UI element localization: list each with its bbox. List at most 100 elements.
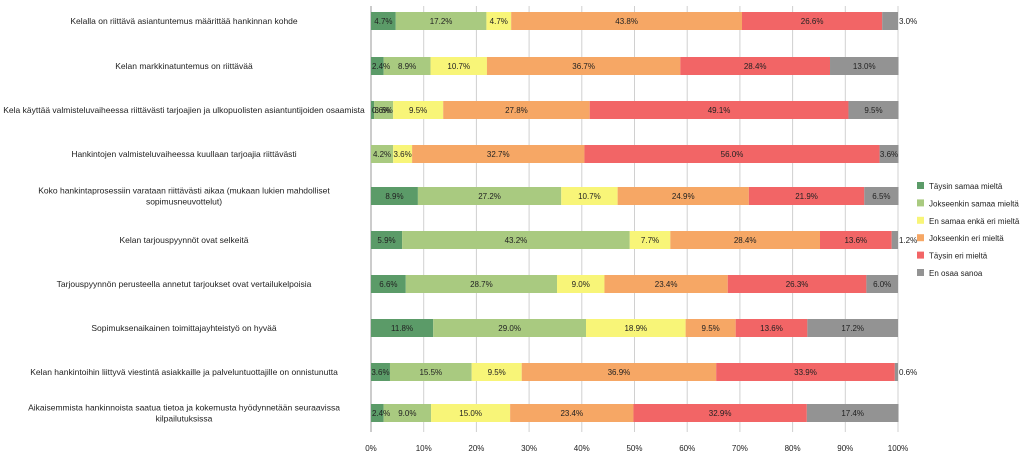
bar-segment <box>431 404 511 422</box>
legend-swatch <box>917 251 924 259</box>
bar-segment <box>807 319 898 337</box>
data-label: 9.5% <box>488 368 506 377</box>
bar-segment <box>430 57 487 75</box>
bar-segment <box>471 363 522 381</box>
category-label: Kelan tarjouspyynnöt ovat selkeitä <box>120 235 249 245</box>
data-label: 29.0% <box>498 324 521 333</box>
bar-segment <box>617 187 749 205</box>
data-label: 33.9% <box>794 368 817 377</box>
bar-segment <box>374 101 394 119</box>
data-label: 0.6% <box>372 106 390 115</box>
legend-label: Jokseenkin samaa mieltä <box>929 199 1019 208</box>
data-label: 9.5% <box>864 106 882 115</box>
bar-segment <box>395 12 487 30</box>
category-label: Hankintojen valmisteluvaiheessa kuullaan… <box>71 149 296 159</box>
data-label: 11.8% <box>391 324 413 333</box>
bar-segment <box>371 404 384 422</box>
data-label: 49.1% <box>708 106 731 115</box>
bar-segment <box>371 145 394 163</box>
bar-segment <box>393 101 444 119</box>
data-label: 13.6% <box>760 324 783 333</box>
bar-segment <box>848 101 899 119</box>
x-tick-label: 90% <box>837 444 853 453</box>
bar-segment <box>371 12 396 30</box>
category-label: Kelalla on riittävä asiantuntemus määrit… <box>70 16 298 26</box>
x-tick-label: 30% <box>521 444 537 453</box>
data-label: 2.4% <box>372 62 390 71</box>
legend-label: En samaa enkä eri mieltä <box>929 217 1020 226</box>
bar-segment <box>383 404 432 422</box>
bar-segment <box>402 231 630 249</box>
bar-segment <box>866 275 898 293</box>
data-label: 27.8% <box>505 106 528 115</box>
data-label: 10.7% <box>447 62 470 71</box>
bar-segment <box>433 319 587 337</box>
data-label: 8.9% <box>385 192 403 201</box>
category-label: Kelan hankintoihin liittyvä viestintä as… <box>30 367 338 377</box>
legend-swatch <box>917 269 924 276</box>
x-axis-tick-labels: 0% 10% 20% 30% 40% 50% 60% 70% 80% 90% 100% <box>365 444 908 453</box>
data-label: 15.5% <box>419 368 442 377</box>
bar-segment <box>806 404 899 422</box>
bar-segment <box>589 101 849 119</box>
data-label: 3.6% <box>375 106 393 115</box>
data-label: 23.4% <box>560 409 583 418</box>
data-label: 7.7% <box>641 236 659 245</box>
data-label: 13.0% <box>853 62 876 71</box>
bar-segment <box>820 231 892 249</box>
data-label: 32.9% <box>709 409 732 418</box>
category-label: Kela käyttää valmisteluvaiheessa riittäv… <box>3 105 365 115</box>
bar-segment <box>735 319 808 337</box>
bar-segment <box>633 404 807 422</box>
data-label: 9.0% <box>572 280 590 289</box>
category-labels: Kelalla on riittävä asiantuntemus määrit… <box>3 16 365 424</box>
bar-segment <box>894 363 898 381</box>
bar-segment <box>511 12 743 30</box>
data-label: 43.8% <box>615 17 638 26</box>
data-label: 2.4% <box>372 409 390 418</box>
x-tick-label: 60% <box>679 444 695 453</box>
bar-segment <box>748 187 865 205</box>
data-label: 27.2% <box>478 192 501 201</box>
data-label: 9.5% <box>409 106 427 115</box>
data-label: 6.6% <box>379 280 397 289</box>
data-label: 36.9% <box>608 368 631 377</box>
bar-segment <box>371 275 406 293</box>
data-label: 4.7% <box>490 17 508 26</box>
data-label: 3.6% <box>880 150 898 159</box>
bar-segment <box>864 187 899 205</box>
data-label: 13.6% <box>844 236 867 245</box>
bar-segment <box>891 231 898 249</box>
x-tick-label: 100% <box>888 444 908 453</box>
data-label: 24.9% <box>672 192 695 201</box>
category-label: Aikaisemmista hankinnoista saatua tietoa… <box>28 403 340 413</box>
data-label: 23.4% <box>655 280 678 289</box>
data-label: 4.7% <box>374 17 392 26</box>
x-tick-label: 10% <box>416 444 432 453</box>
data-label: 28.7% <box>470 280 493 289</box>
legend-swatch <box>917 234 924 242</box>
data-label: 10.7% <box>578 192 601 201</box>
data-label: 4.2% <box>373 150 391 159</box>
bar-segment <box>510 404 634 422</box>
x-tick-label: 40% <box>574 444 590 453</box>
bar-segment <box>371 101 375 119</box>
legend-label: Täysin samaa mieltä <box>929 182 1003 191</box>
bar-segment <box>521 363 717 381</box>
bar-segment <box>882 12 898 30</box>
data-label: 9.0% <box>398 409 416 418</box>
bar-segment <box>371 187 418 205</box>
category-label: Sopimuksenaikainen toimittajayhteistyö o… <box>91 323 276 333</box>
category-label: Kelan markkinatuntemus on riittävää <box>115 61 253 71</box>
data-label: 15.0% <box>459 409 482 418</box>
category-label: kilpailutuksissa <box>156 414 213 424</box>
bar-segment <box>389 363 472 381</box>
bar-segment <box>584 145 880 163</box>
data-label: 32.7% <box>487 150 510 159</box>
gridlines <box>370 6 899 432</box>
bar-segment <box>629 231 671 249</box>
data-label: 9.5% <box>702 324 720 333</box>
data-label: 36.7% <box>572 62 595 71</box>
bar-segment <box>417 187 562 205</box>
legend-swatch <box>917 182 924 189</box>
